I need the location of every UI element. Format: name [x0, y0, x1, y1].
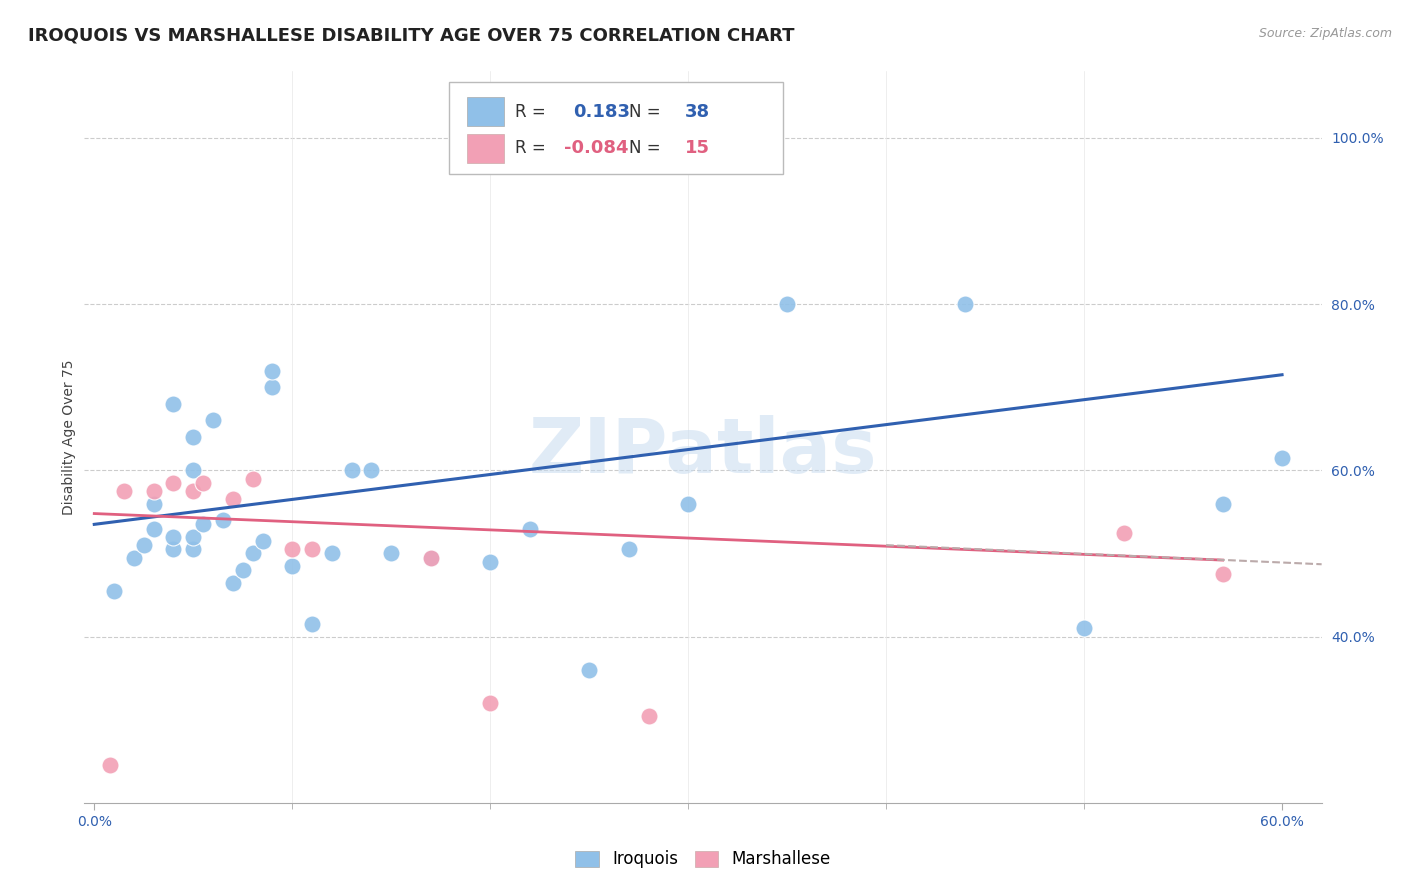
Text: Source: ZipAtlas.com: Source: ZipAtlas.com [1258, 27, 1392, 40]
Point [955, 297, 977, 311]
Text: N =: N = [628, 103, 661, 120]
Point [98, 758, 121, 772]
Point [1271, 450, 1294, 465]
Point [1112, 525, 1135, 540]
Point [281, 542, 304, 557]
Point [242, 472, 264, 486]
Point [232, 563, 254, 577]
Point [162, 542, 184, 557]
Point [776, 297, 799, 311]
Point [578, 663, 600, 677]
Point [202, 413, 225, 427]
Point [301, 617, 323, 632]
Point [1212, 567, 1234, 582]
Point [162, 475, 184, 490]
Point [181, 463, 204, 477]
Text: ZIPatlas: ZIPatlas [529, 415, 877, 489]
Point [1330, 131, 1353, 145]
Text: N =: N = [628, 139, 661, 157]
Point [380, 546, 402, 560]
Point [479, 696, 502, 710]
Point [419, 550, 441, 565]
Point [252, 533, 274, 548]
Point [479, 131, 502, 145]
FancyBboxPatch shape [467, 134, 503, 162]
Point [191, 475, 214, 490]
Point [181, 484, 204, 499]
Point [222, 575, 245, 590]
Point [1073, 621, 1095, 635]
Point [212, 513, 235, 527]
Text: R =: R = [515, 139, 546, 157]
FancyBboxPatch shape [467, 97, 503, 127]
Point [340, 463, 363, 477]
Point [181, 430, 204, 444]
Point [181, 542, 204, 557]
Text: R =: R = [515, 103, 546, 120]
Point [191, 517, 214, 532]
Point [617, 131, 640, 145]
Text: 15: 15 [685, 139, 710, 157]
FancyBboxPatch shape [450, 82, 783, 174]
Text: 0.183: 0.183 [574, 103, 630, 120]
Point [281, 558, 304, 573]
Text: -0.084: -0.084 [564, 139, 628, 157]
Point [132, 538, 155, 552]
Point [419, 550, 441, 565]
Point [112, 484, 135, 499]
Point [242, 546, 264, 560]
Point [321, 546, 343, 560]
Point [222, 492, 245, 507]
Point [519, 521, 541, 535]
Point [1212, 497, 1234, 511]
Point [262, 363, 284, 377]
Point [637, 708, 659, 723]
Point [617, 542, 640, 557]
Point [142, 484, 165, 499]
Point [676, 497, 699, 511]
Y-axis label: Disability Age Over 75: Disability Age Over 75 [62, 359, 76, 515]
Point [181, 530, 204, 544]
Point [142, 521, 165, 535]
Point [162, 397, 184, 411]
Point [262, 380, 284, 394]
Point [301, 542, 323, 557]
Point [360, 463, 382, 477]
Text: 38: 38 [685, 103, 710, 120]
Point [122, 550, 145, 565]
Point [142, 497, 165, 511]
Point [479, 555, 502, 569]
Point [162, 530, 184, 544]
Point [103, 583, 125, 598]
Text: IROQUOIS VS MARSHALLESE DISABILITY AGE OVER 75 CORRELATION CHART: IROQUOIS VS MARSHALLESE DISABILITY AGE O… [28, 27, 794, 45]
Legend: Iroquois, Marshallese: Iroquois, Marshallese [568, 844, 838, 875]
